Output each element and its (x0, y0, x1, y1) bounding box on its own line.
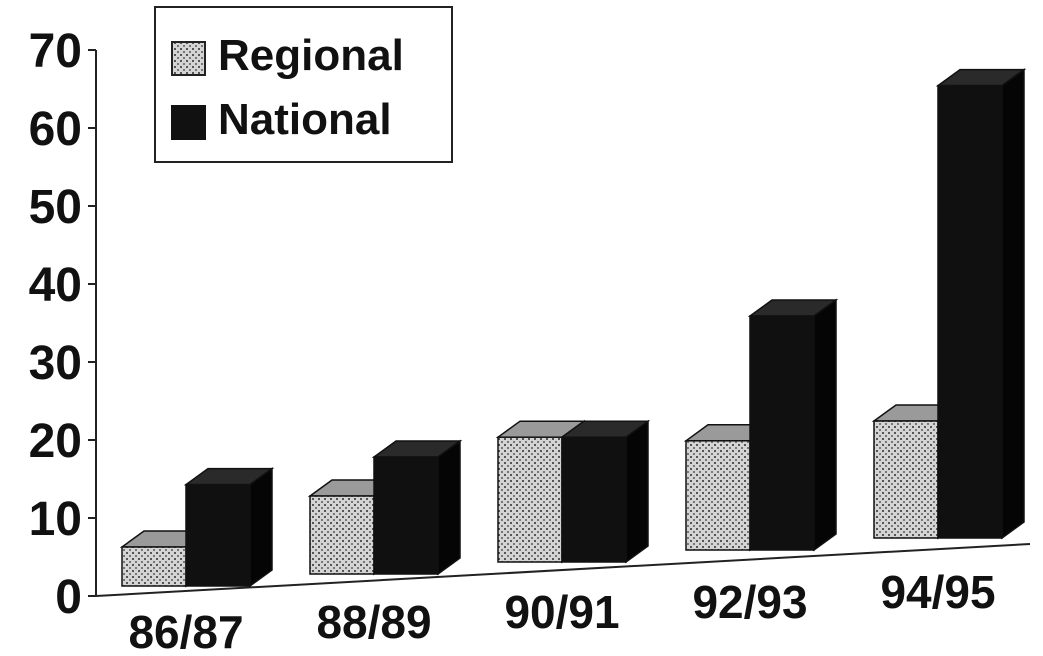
bar-front-regional (309, 495, 375, 575)
legend-label-regional: Regional (218, 31, 404, 80)
legend-label-national: National (218, 95, 392, 144)
bar-front-national (373, 456, 439, 575)
y-tick-label: 10 (29, 493, 82, 546)
bar-national (371, 439, 463, 576)
bar-side-national (437, 439, 461, 576)
bar-national (935, 68, 1027, 540)
bar-front-national (749, 315, 815, 551)
x-axis-line (95, 543, 1031, 597)
bar-side-national (249, 467, 273, 588)
y-tick-label: 40 (29, 259, 82, 312)
x-tick-label: 86/87 (128, 606, 243, 656)
x-ticks: 86/87 88/89 90/91 92/93 94/95 (128, 566, 995, 656)
y-tick-label: 20 (29, 415, 82, 468)
x-axis (95, 543, 1031, 597)
bar-front-regional (121, 546, 187, 587)
y-tick-label: 70 (29, 25, 82, 78)
legend-swatch-regional (171, 41, 206, 76)
bar-side-national (625, 419, 649, 564)
y-ticks: 0 10 20 30 40 50 60 70 (29, 25, 96, 624)
bar-front-regional (685, 440, 751, 551)
y-tick-label: 60 (29, 103, 82, 156)
bar-national (559, 419, 651, 564)
bar-front-national (937, 84, 1003, 539)
bar-side-national (1001, 68, 1025, 540)
bar-national (183, 467, 275, 588)
bar-front-regional (873, 420, 939, 539)
x-tick-label: 92/93 (692, 576, 807, 628)
bar-front-national (561, 436, 627, 563)
bar-side-national (813, 298, 837, 552)
y-tick-label: 50 (29, 181, 82, 234)
x-tick-label: 88/89 (316, 596, 431, 648)
y-tick-label: 30 (29, 337, 82, 390)
bar-front-national (185, 483, 251, 587)
x-tick-label: 90/91 (504, 586, 619, 638)
bar-front-regional (497, 436, 563, 563)
x-tick-label: 94/95 (880, 566, 995, 618)
y-tick-label: 0 (55, 571, 82, 624)
legend-swatch-national (171, 105, 206, 140)
legend: Regional National (154, 6, 453, 163)
bars (119, 68, 1027, 588)
bar-national (747, 298, 839, 552)
